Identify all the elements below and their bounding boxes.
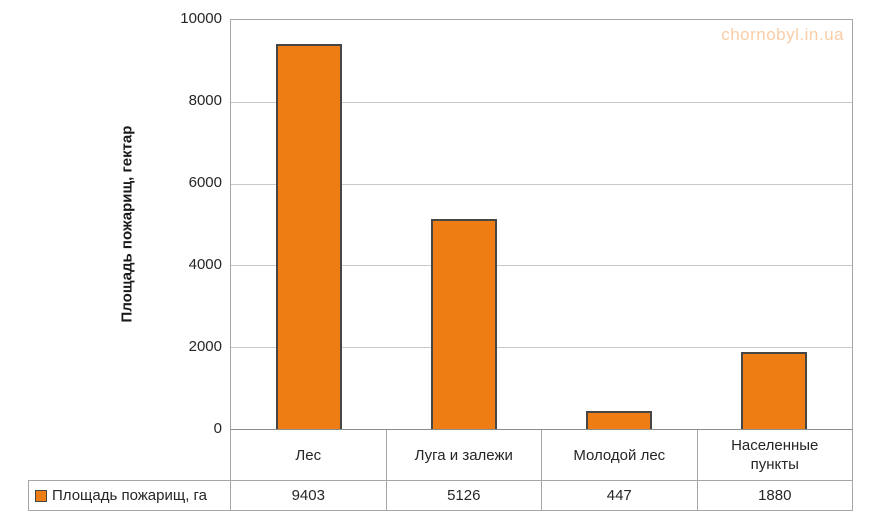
category-label: Лес: [295, 446, 322, 464]
value-cell: 9403: [231, 481, 387, 510]
value-cell: 447: [542, 481, 698, 510]
category-cell: Луга и залежи: [387, 430, 542, 480]
category-cell: Молодой лес: [542, 430, 698, 480]
value-cell: 5126: [387, 481, 542, 510]
y-tick-label: 10000: [180, 10, 222, 27]
bars-layer: [231, 20, 852, 429]
gridline: [231, 347, 852, 349]
category-label: Молодой лес: [573, 446, 666, 464]
y-tick-label: 8000: [188, 92, 222, 109]
y-tick-label: 0: [213, 420, 222, 437]
category-cell: Лес: [231, 430, 387, 480]
category-label: Луга и залежи: [414, 446, 513, 464]
y-tick-label: 4000: [188, 256, 222, 273]
bar-luga-i-zalezhi: [430, 219, 497, 429]
gridline: [231, 101, 852, 103]
y-axis-title: Площадь пожарищ, гектар: [118, 125, 136, 323]
legend-cell: Площадь пожарищ, га: [29, 481, 231, 510]
value-cell: 1880: [758, 487, 792, 504]
bar-naselennye-punkty: [741, 352, 808, 429]
y-tick-label: 6000: [188, 174, 222, 191]
legend-swatch-icon: [35, 489, 47, 502]
category-label: Населенные пункты: [731, 437, 819, 473]
category-cell: Населенные пункты: [698, 430, 853, 480]
data-table-row: Площадь пожарищ, га 9403 5126 447 1880: [28, 480, 853, 511]
watermark: chornobyl.in.ua: [721, 25, 844, 44]
plot-area: chornobyl.in.ua: [230, 19, 853, 430]
category-row: Лес Луга и залежи Молодой лес Населенные…: [230, 430, 853, 480]
y-tick-label: 2000: [188, 338, 222, 355]
gridline: [231, 265, 852, 267]
legend-label: Площадь пожарищ, га: [52, 487, 208, 504]
bar-les: [275, 44, 342, 429]
bar-molodoy-les: [586, 410, 653, 429]
gridline: [231, 183, 852, 185]
